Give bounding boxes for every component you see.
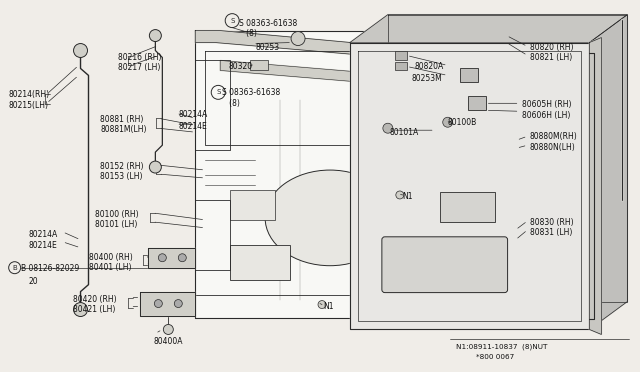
Bar <box>230 190 275 220</box>
Circle shape <box>291 32 305 45</box>
Polygon shape <box>195 31 465 318</box>
FancyBboxPatch shape <box>382 237 508 293</box>
Text: N1:08911-10837  (8)NUT: N1:08911-10837 (8)NUT <box>456 343 547 350</box>
Text: *800 0067: *800 0067 <box>476 355 514 360</box>
Text: 80400 (RH)
80401 (LH): 80400 (RH) 80401 (LH) <box>88 253 132 272</box>
Circle shape <box>383 123 393 133</box>
Text: N1: N1 <box>402 192 412 201</box>
Text: 80214(RH)
80215(LH): 80214(RH) 80215(LH) <box>9 90 50 110</box>
Circle shape <box>318 301 326 308</box>
Polygon shape <box>140 292 195 315</box>
Text: S 08363-61638
   (8): S 08363-61638 (8) <box>239 19 298 38</box>
Text: S: S <box>230 17 234 23</box>
Bar <box>440 192 495 222</box>
Polygon shape <box>195 31 460 64</box>
Circle shape <box>149 30 161 42</box>
Circle shape <box>158 254 166 262</box>
Text: 20: 20 <box>29 277 38 286</box>
Text: 80152 (RH)
80153 (LH): 80152 (RH) 80153 (LH) <box>100 162 144 182</box>
Text: 80420 (RH)
80421 (LH): 80420 (RH) 80421 (LH) <box>72 295 116 314</box>
Circle shape <box>154 299 163 308</box>
Text: S 08363-61638
   (8): S 08363-61638 (8) <box>222 89 280 108</box>
Bar <box>250 61 268 70</box>
Ellipse shape <box>375 182 445 238</box>
Text: B 08126-82029: B 08126-82029 <box>20 264 79 273</box>
Text: N1: N1 <box>323 302 333 311</box>
Polygon shape <box>388 15 627 302</box>
Text: 80880M(RH)
80880N(LH): 80880M(RH) 80880N(LH) <box>529 132 577 152</box>
Text: B: B <box>12 265 17 271</box>
Bar <box>460 68 477 82</box>
Polygon shape <box>589 38 602 334</box>
Text: 80253: 80253 <box>255 42 279 52</box>
Text: 80100 (RH)
80101 (LH): 80100 (RH) 80101 (LH) <box>95 210 139 229</box>
Bar <box>468 96 486 110</box>
Text: S: S <box>216 89 220 95</box>
Bar <box>395 51 407 61</box>
Circle shape <box>396 191 404 199</box>
Bar <box>230 245 290 280</box>
Text: 80101A: 80101A <box>390 128 419 137</box>
Circle shape <box>74 302 88 317</box>
Circle shape <box>163 324 173 334</box>
Circle shape <box>179 254 186 262</box>
Circle shape <box>443 117 452 127</box>
Text: 80320: 80320 <box>228 62 252 71</box>
Circle shape <box>149 161 161 173</box>
Polygon shape <box>350 15 627 42</box>
Text: 80881M(LH): 80881M(LH) <box>100 125 147 134</box>
Ellipse shape <box>265 170 395 266</box>
Polygon shape <box>220 61 460 90</box>
Polygon shape <box>350 42 589 330</box>
Text: 80214E: 80214E <box>179 122 207 131</box>
Text: 80214E: 80214E <box>29 241 58 250</box>
Text: 80216 (RH)
80217 (LH): 80216 (RH) 80217 (LH) <box>118 52 162 72</box>
Circle shape <box>174 299 182 308</box>
Bar <box>395 62 407 70</box>
Text: 80605H (RH)
80606H (LH): 80605H (RH) 80606H (LH) <box>522 100 571 120</box>
Text: 80214A: 80214A <box>179 110 207 119</box>
Text: 80881 (RH): 80881 (RH) <box>100 115 144 124</box>
Circle shape <box>74 44 88 58</box>
Text: 80100B: 80100B <box>448 118 477 127</box>
Text: 80820 (RH)
80821 (LH): 80820 (RH) 80821 (LH) <box>529 42 573 62</box>
Text: 80400A: 80400A <box>154 337 183 346</box>
Text: 80214A: 80214A <box>29 230 58 239</box>
Polygon shape <box>148 248 195 268</box>
Text: 80253M: 80253M <box>412 74 442 83</box>
Text: 80820A: 80820A <box>415 62 444 71</box>
Text: 80830 (RH)
80831 (LH): 80830 (RH) 80831 (LH) <box>529 218 573 237</box>
Polygon shape <box>589 15 627 330</box>
